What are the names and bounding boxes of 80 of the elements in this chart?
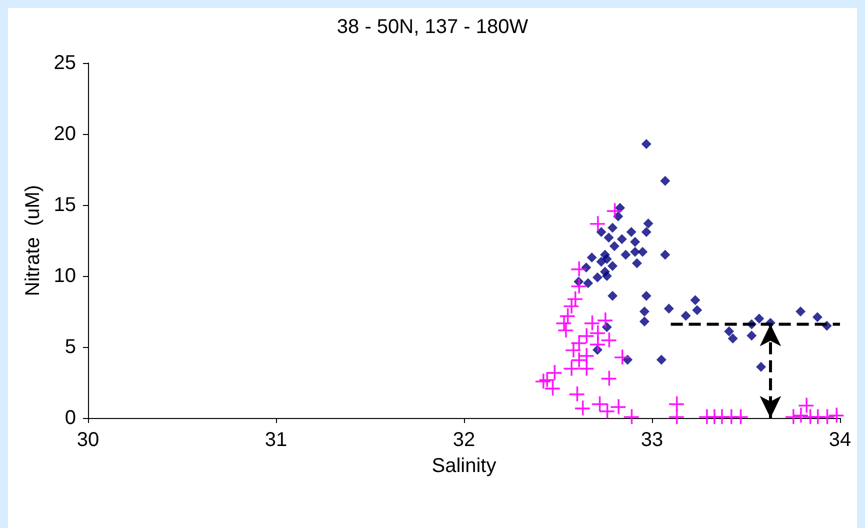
x-axis-title: Salinity (432, 455, 496, 477)
chart-title: 38 - 50N, 137 - 180W (336, 16, 528, 38)
point (641, 138, 652, 149)
point (608, 222, 618, 233)
point (680, 310, 691, 321)
point (596, 256, 606, 267)
y-tick-label: 5 (64, 336, 76, 358)
point (544, 380, 560, 396)
x-tick-label: 32 (452, 429, 476, 451)
point (564, 360, 579, 376)
point (546, 365, 562, 380)
point (724, 326, 734, 336)
point (590, 336, 605, 352)
point (656, 354, 666, 365)
point (639, 316, 650, 326)
point (609, 241, 620, 252)
point (626, 226, 636, 237)
point (632, 258, 642, 268)
point (668, 409, 684, 424)
point (614, 349, 630, 364)
point (574, 400, 590, 416)
point (535, 374, 550, 389)
y-tick-label: 15 (54, 194, 76, 216)
point (746, 330, 757, 341)
point (606, 203, 622, 218)
x-tick-label: 30 (76, 429, 100, 451)
point (578, 328, 594, 344)
point (630, 236, 640, 247)
point (798, 398, 814, 413)
point (592, 272, 602, 282)
x-tick-label: 33 (640, 429, 664, 451)
point (616, 234, 627, 244)
y-axis-title: Nitrate (uM) (22, 184, 44, 296)
point (756, 362, 766, 372)
point (828, 408, 844, 423)
point (638, 246, 648, 257)
point (664, 304, 674, 314)
y-tick-label: 10 (54, 265, 76, 287)
point (796, 306, 806, 316)
point (596, 226, 606, 237)
point (558, 322, 574, 338)
point (728, 333, 738, 344)
point (598, 312, 612, 328)
y-tick-label: 0 (64, 407, 76, 429)
point (643, 218, 654, 228)
point (578, 360, 594, 376)
point (660, 250, 670, 260)
point (590, 216, 605, 231)
point (641, 226, 652, 237)
point (571, 278, 586, 294)
point (660, 176, 670, 186)
x-tick-label: 34 (828, 429, 852, 451)
x-tick-label: 31 (264, 429, 288, 451)
point (786, 409, 800, 424)
point (793, 408, 808, 423)
point (692, 305, 702, 316)
point (586, 252, 597, 263)
point (608, 290, 618, 301)
point (620, 250, 631, 260)
y-tick-label: 20 (54, 123, 76, 145)
point (604, 232, 614, 243)
point (630, 246, 640, 257)
point (624, 409, 639, 424)
point (571, 352, 586, 368)
point (564, 298, 579, 314)
point (608, 261, 618, 272)
point (566, 342, 581, 358)
point (610, 399, 626, 414)
point (754, 314, 764, 324)
point (690, 295, 700, 306)
point (602, 271, 612, 281)
point (812, 312, 822, 322)
point (732, 409, 748, 424)
point (571, 261, 586, 276)
y-tick-label: 25 (54, 52, 76, 74)
point (641, 290, 652, 301)
point (583, 278, 594, 288)
point (601, 370, 616, 386)
point (639, 306, 650, 316)
point (571, 335, 586, 350)
